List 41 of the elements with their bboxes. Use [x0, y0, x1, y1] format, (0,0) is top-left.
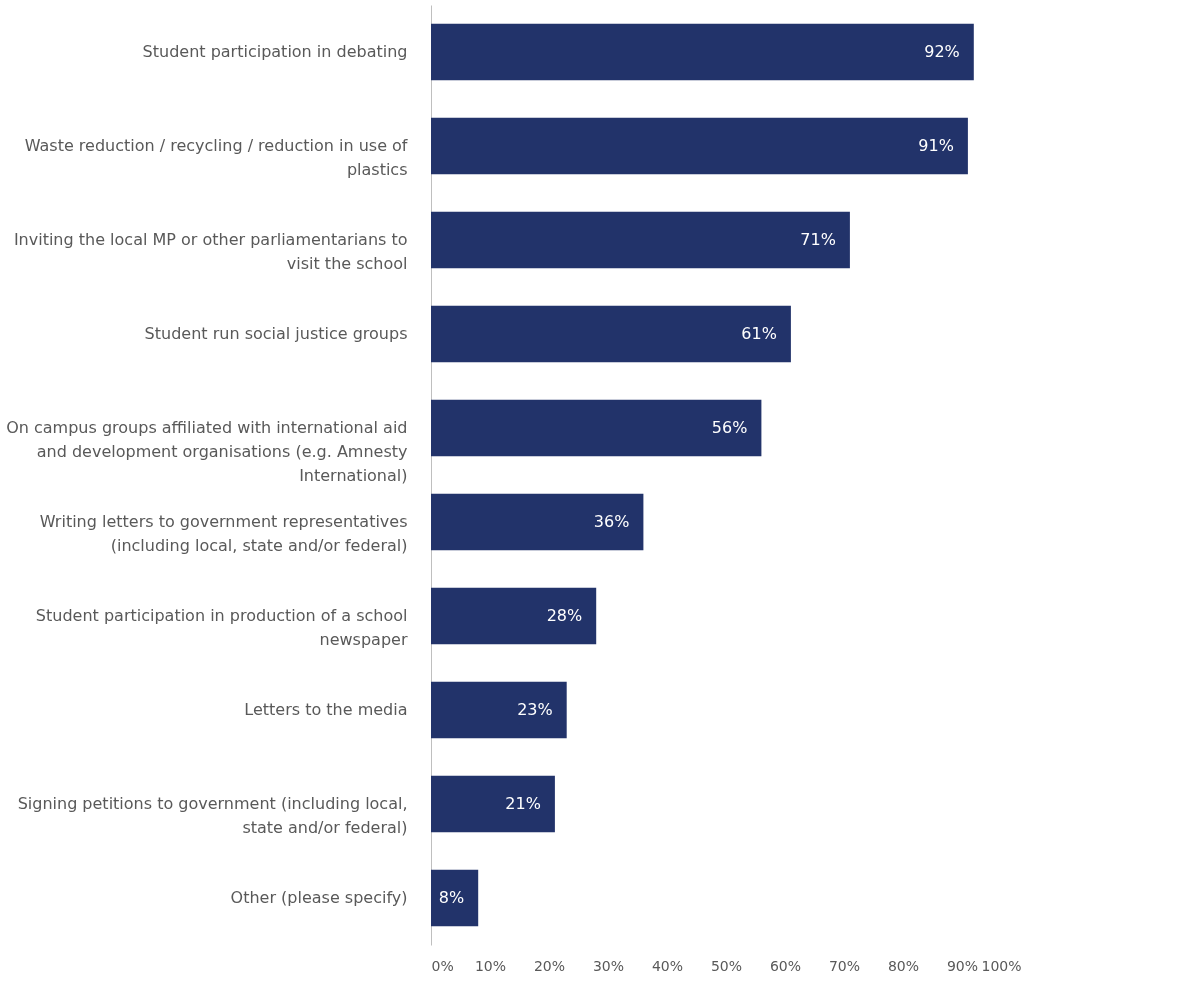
x-tick-label: 90%	[946, 957, 979, 974]
x-tick-label: 10%	[474, 957, 507, 974]
data-label: 23%	[517, 700, 553, 719]
bar	[431, 23, 974, 81]
bar	[431, 305, 791, 363]
y-tick-label: Letters to the media	[244, 700, 408, 719]
bar	[431, 681, 567, 739]
bar	[431, 587, 597, 645]
data-label: 8%	[438, 888, 465, 907]
y-tick-label: On campus groups affiliated with international aid and development organisations (e.g. Amnesty International)	[6, 418, 408, 485]
data-label: 28%	[546, 606, 583, 625]
y-tick-label: Signing petitions to government (including local, state and/or federal)	[17, 794, 408, 837]
bar	[431, 399, 762, 457]
y-tick-label: Student participation in production of a school newspaper	[35, 606, 408, 649]
data-label: 91%	[918, 136, 954, 155]
y-tick-label: Student participation in debating	[142, 42, 408, 61]
x-tick-label: 40%	[651, 957, 684, 974]
x-tick-label: 80%	[887, 957, 920, 974]
x-tick-label: 100%	[981, 957, 1022, 974]
y-tick-label: Waste reduction / recycling / reduction in use of plastics	[24, 136, 408, 179]
bar	[431, 493, 644, 551]
y-tick-label: Inviting the local MP or other parliamentarians to visit the school	[13, 230, 408, 273]
x-tick-label: 60%	[769, 957, 802, 974]
bar	[431, 211, 850, 269]
y-tick-label: Student run social justice groups	[144, 324, 408, 343]
x-tick-label: 20%	[533, 957, 566, 974]
data-label: 36%	[593, 512, 630, 531]
data-label: 92%	[924, 42, 960, 61]
x-tick-label: 50%	[710, 957, 743, 974]
data-label: 21%	[505, 794, 541, 813]
data-label: 61%	[741, 324, 777, 343]
x-tick-label: 30%	[592, 957, 625, 974]
data-label: 71%	[800, 230, 836, 249]
bar	[431, 775, 555, 833]
data-label: 56%	[711, 418, 748, 437]
x-tick-label: 70%	[828, 957, 861, 974]
y-tick-label: Other (please specify)	[230, 888, 408, 907]
bar	[431, 869, 479, 927]
x-tick-label: 0%	[431, 957, 454, 974]
bar	[431, 117, 968, 175]
y-tick-label: Writing letters to government representatives (including local, state and/or federal)	[39, 512, 408, 555]
